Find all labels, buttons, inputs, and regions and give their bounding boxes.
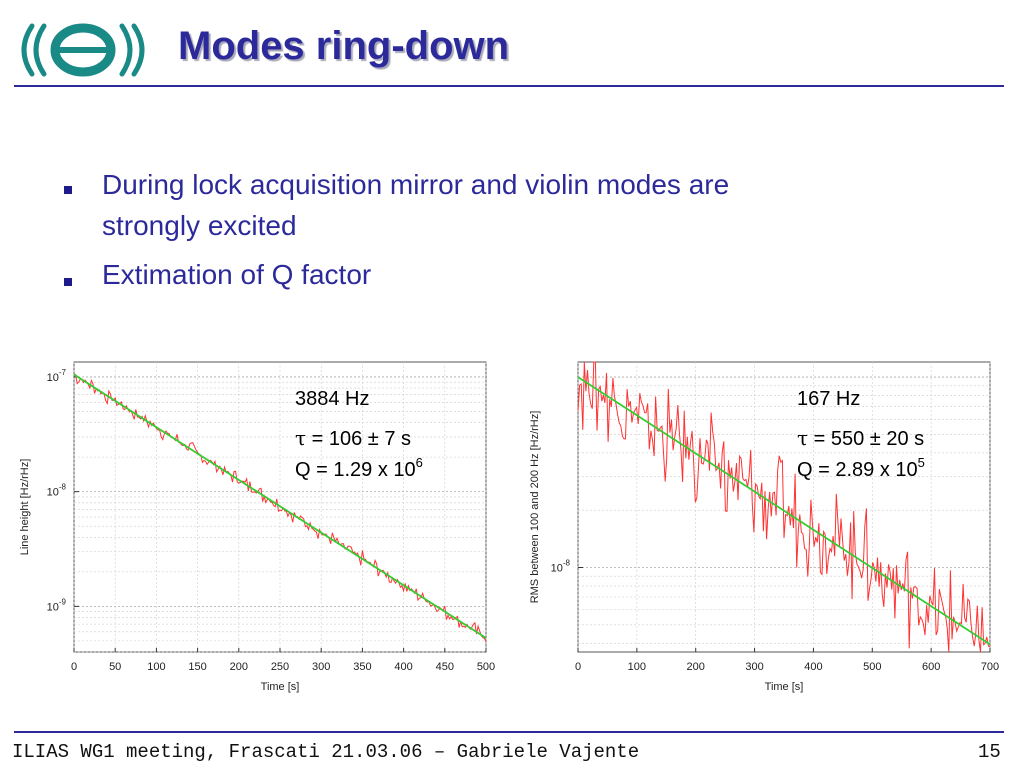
x-tick-label: 150 — [188, 661, 206, 673]
x-tick-label: 350 — [353, 661, 371, 673]
x-tick-label: 0 — [575, 661, 581, 673]
x-tick-label: 500 — [477, 661, 495, 673]
y-tick-label: 10-8 — [551, 559, 571, 575]
annotation-q-factor: Q = 2.89 x 105 — [797, 455, 925, 481]
x-tick-label: 100 — [147, 661, 165, 673]
y-tick-label: 10-9 — [47, 597, 67, 613]
y-tick-label: 10-8 — [47, 483, 67, 499]
x-tick-label: 700 — [981, 661, 999, 673]
x-axis-label: Time [s] — [765, 681, 804, 693]
x-tick-label: 400 — [394, 661, 412, 673]
page-number: 15 — [978, 741, 1001, 763]
bullet-1-line-1: During lock acquisition mirror and violi… — [102, 169, 730, 200]
annotation-tau: τ = 106 ± 7 s — [295, 426, 411, 450]
footer-text: ILIAS WG1 meeting, Frascati 21.03.06 – G… — [12, 741, 640, 763]
bullet-square-icon — [64, 278, 72, 286]
x-tick-label: 50 — [109, 661, 121, 673]
y-tick-label: 10-7 — [47, 368, 67, 384]
data-series-line — [577, 361, 991, 653]
annotation-frequency: 167 Hz — [797, 388, 860, 410]
y-axis-label: Line height [Hz/rHz] — [19, 459, 31, 556]
bullet-1-line-2: strongly excited — [102, 210, 297, 241]
ringdown-chart-3884hz: 0 50 100 150 200 250 300 350 400 450 500 10-7 10-8 10… — [19, 361, 495, 693]
x-tick-label: 100 — [628, 661, 646, 673]
y-axis-label: RMS between 100 and 200 Hz [Hz/rHz] — [529, 411, 541, 604]
slide-title: Modes ring-down — [178, 24, 510, 68]
footer-divider — [14, 731, 1004, 733]
x-tick-label: 300 — [745, 661, 763, 673]
grid-lines — [73, 362, 487, 653]
annotation-frequency: 3884 Hz — [295, 388, 370, 410]
bullet-2-text: Extimation of Q factor — [102, 259, 372, 290]
x-tick-label: 300 — [312, 661, 330, 673]
x-tick-label: 0 — [71, 661, 77, 673]
plot-frame — [577, 361, 991, 653]
ringdown-chart-167hz: 0 100 200 300 400 500 600 700 10-8 Time [s] RMS be… — [529, 361, 999, 693]
annotation-q-factor: Q = 1.29 x 106 — [295, 455, 423, 481]
x-tick-label: 250 — [271, 661, 289, 673]
x-axis-label: Time [s] — [261, 681, 300, 693]
x-tick-label: 450 — [436, 661, 454, 673]
exponential-fit-line — [577, 376, 991, 646]
x-tick-label: 600 — [922, 661, 940, 673]
virgo-logo — [21, 23, 145, 77]
x-tick-label: 400 — [804, 661, 822, 673]
title-divider — [14, 85, 1004, 87]
x-tick-label: 200 — [687, 661, 705, 673]
x-tick-label: 200 — [230, 661, 248, 673]
annotation-tau: τ = 550 ± 20 s — [797, 426, 924, 450]
x-tick-label: 500 — [863, 661, 881, 673]
bullet-square-icon — [64, 186, 72, 194]
exponential-fit-line — [73, 373, 487, 639]
